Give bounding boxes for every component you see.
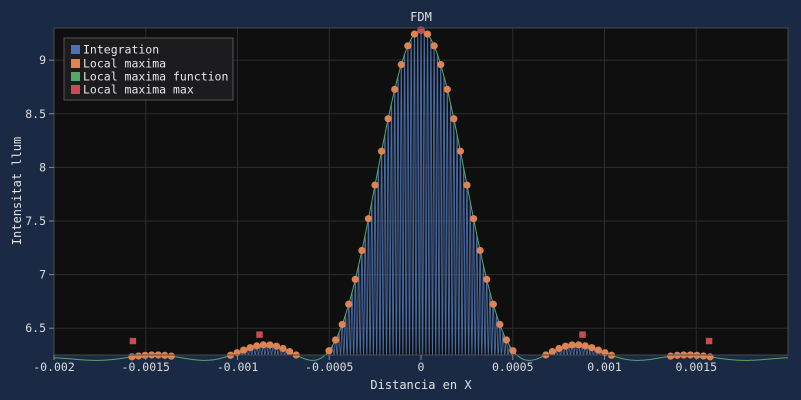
legend-label-local-maxima-function: Local maxima function (83, 70, 228, 84)
y-tick-label: 8 (39, 160, 46, 174)
chart-title: FDM (410, 10, 432, 24)
local-maxima-point (266, 341, 274, 349)
local-maxima-point (246, 344, 254, 352)
x-tick-label: -0.002 (33, 360, 75, 374)
local-maxima-point (384, 115, 392, 123)
local-maxima-point (456, 147, 465, 155)
local-maxima-point (134, 352, 143, 360)
local-maxima-point (167, 352, 175, 360)
x-tick-label: 0 (418, 360, 425, 374)
local-maxima-point (502, 336, 511, 344)
local-maxima-point (338, 320, 346, 329)
local-maxima-point (450, 115, 458, 123)
local-maxima-point (443, 85, 451, 93)
local-maxima-point (371, 181, 379, 189)
local-maxima-point (667, 352, 675, 360)
x-tick-label: 0.001 (587, 360, 622, 374)
y-tick-label: 7.5 (25, 214, 46, 228)
local-maxima-point (325, 347, 333, 355)
legend-swatch-local-maxima-max (71, 85, 80, 94)
local-maxima-max-point (256, 331, 263, 338)
local-maxima-point (391, 85, 399, 93)
legend-swatch-local-maxima-function (71, 72, 80, 81)
legend: Integration Local maxima Local maxima fu… (63, 37, 234, 101)
local-maxima-max-point (579, 331, 586, 338)
x-tick-label: 0.0005 (492, 360, 534, 374)
legend-label-local-maxima: Local maxima (83, 57, 166, 71)
local-maxima-point (588, 344, 596, 352)
y-tick-label: 8.5 (25, 107, 46, 121)
local-maxima-point (699, 352, 708, 360)
y-axis-label: Intensitat llum (10, 137, 24, 245)
local-maxima-max-point (705, 337, 713, 345)
x-tick-label: -0.001 (217, 360, 259, 374)
y-tick-label: 7 (39, 268, 46, 282)
local-maxima-point (509, 347, 517, 355)
local-maxima-point (259, 341, 267, 349)
x-tick-label: -0.0005 (305, 360, 353, 374)
local-maxima-point (331, 336, 340, 344)
local-maxima-point (410, 30, 419, 38)
local-maxima-point (568, 341, 576, 349)
local-maxima-point (286, 347, 294, 356)
local-maxima-point (555, 344, 563, 353)
local-maxima-point (364, 215, 373, 223)
local-maxima-point (377, 147, 386, 155)
local-maxima-point (476, 246, 484, 255)
local-maxima-point (581, 342, 589, 350)
y-tick-label: 9 (39, 53, 46, 67)
local-maxima-point (561, 342, 570, 350)
legend-label-local-maxima-max: Local maxima max (83, 83, 194, 97)
legend-swatch-integration (71, 45, 80, 54)
local-maxima-point (253, 342, 261, 350)
local-maxima-max-point (129, 337, 137, 345)
local-maxima-max-point (417, 26, 425, 34)
local-maxima-point (397, 61, 405, 69)
local-maxima-point (489, 300, 497, 308)
local-maxima-point (594, 346, 602, 354)
local-maxima-max-series (129, 26, 713, 345)
x-axis-label: Distancia en X (370, 378, 472, 392)
local-maxima-point (272, 342, 281, 350)
x-tick-label: 0.0015 (675, 360, 717, 374)
legend-label-integration: Integration (83, 43, 159, 57)
local-maxima-point (345, 300, 353, 308)
legend-box (63, 37, 234, 101)
local-maxima-point (358, 246, 366, 255)
y-tick-label: 6.5 (25, 321, 46, 335)
local-maxima-point (496, 320, 504, 329)
axis-ticks: -0.002 -0.0015 -0.001 -0.0005 0 0.0005 0.001 0.… (25, 53, 717, 374)
local-maxima-point (437, 61, 445, 69)
x-tick-label: -0.0015 (122, 360, 170, 374)
local-maxima-point (351, 275, 359, 283)
local-maxima-point (279, 344, 287, 353)
local-maxima-point (240, 346, 248, 354)
local-maxima-point (469, 215, 478, 223)
local-maxima-point (404, 42, 412, 50)
local-maxima-point (548, 347, 556, 356)
local-maxima-point (423, 30, 432, 38)
local-maxima-point (463, 181, 471, 189)
local-maxima-point (483, 275, 491, 283)
local-maxima-point (430, 42, 438, 50)
legend-swatch-local-maxima (71, 59, 80, 68)
local-maxima-point (575, 341, 583, 349)
